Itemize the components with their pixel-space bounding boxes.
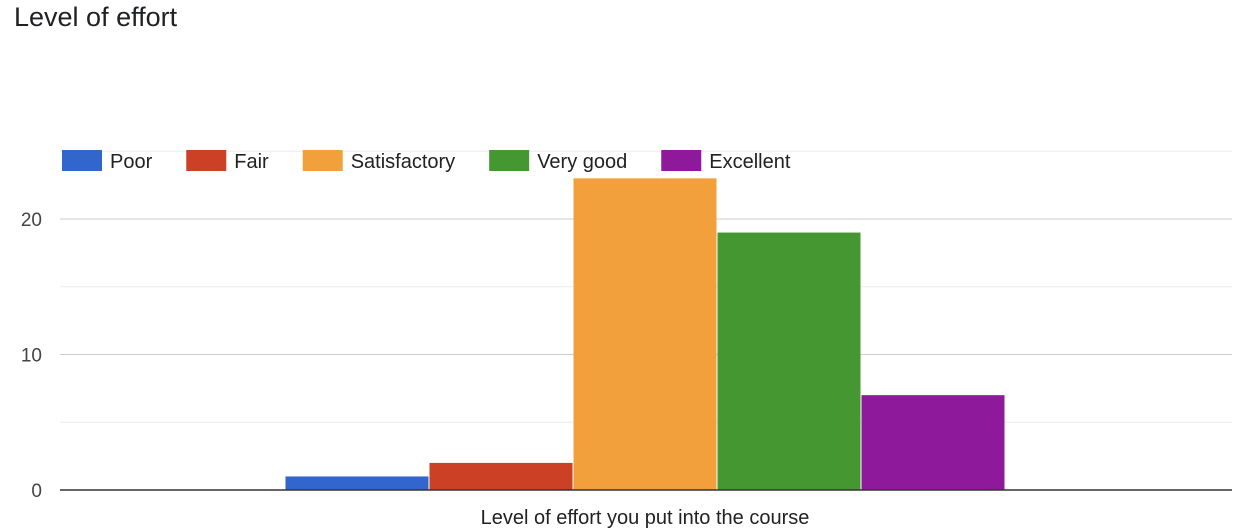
legend: Poor Fair Satisfactory Very good Excellent [62, 150, 791, 173]
legend-label: Very good [537, 151, 627, 173]
legend-swatch [489, 150, 530, 171]
y-tick-label: 20 [21, 210, 42, 231]
bar-very-good [717, 232, 861, 491]
legend-label: Excellent [709, 151, 791, 173]
legend-swatch [302, 150, 343, 171]
bar-poor [285, 476, 429, 490]
y-tick-label: 0 [31, 481, 42, 502]
bar-fair [429, 462, 573, 490]
bar-excellent [861, 395, 1005, 490]
legend-swatch [186, 150, 227, 171]
page-title: Level of effort [14, 2, 178, 32]
legend-label: Satisfactory [351, 151, 455, 173]
x-axis-title: Level of effort you put into the course [481, 507, 810, 528]
bars [285, 178, 1005, 491]
y-axis-ticks: 0 10 20 [21, 210, 42, 502]
legend-swatch [62, 150, 102, 171]
legend-label: Poor [110, 151, 153, 173]
legend-swatch [661, 150, 702, 171]
legend-label: Fair [234, 151, 269, 173]
y-tick-label: 10 [21, 346, 42, 367]
bar-satisfactory [573, 178, 717, 490]
